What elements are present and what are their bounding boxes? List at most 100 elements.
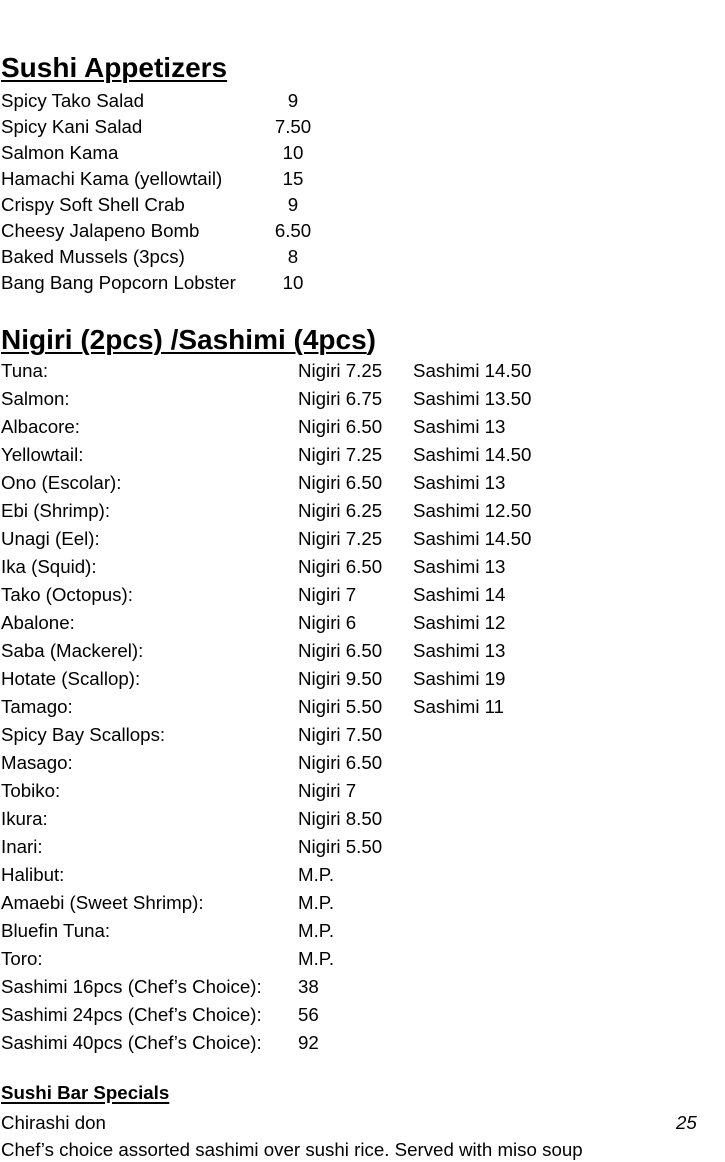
nigiri-price: Nigiri 8.50	[298, 808, 383, 829]
item-name: Ebi (Shrimp):	[1, 500, 111, 521]
sashimi-price: Sashimi 12.50	[413, 500, 532, 521]
nigiri-price: Nigiri 7	[298, 584, 357, 605]
nigiri-price: Nigiri 9.50	[298, 668, 383, 689]
nigiri-price: Nigiri 6.75	[298, 388, 383, 409]
menu-item-row: Spicy Tako Salad 9	[0, 88, 725, 114]
menu-item-row: Bang Bang Popcorn Lobster 10	[0, 270, 725, 296]
menu-item-row: Tuna: Nigiri 7.25 Sashimi 14.50	[0, 357, 725, 385]
nigiri-price: 38	[298, 976, 319, 997]
nigiri-price: Nigiri 6.50	[298, 640, 383, 661]
menu-item-row: Halibut: M.P.	[0, 861, 725, 889]
nigiri-price: 92	[298, 1032, 319, 1053]
item-name: Bluefin Tuna:	[1, 920, 111, 941]
sashimi-price: Sashimi 13	[413, 640, 506, 661]
item-name: Sashimi 16pcs (Chef’s Choice):	[1, 976, 262, 997]
item-name: Spicy Tako Salad	[1, 90, 145, 111]
item-name: Chirashi don	[1, 1112, 106, 1133]
menu-item-row: Amaebi (Sweet Shrimp): M.P.	[0, 889, 725, 917]
menu-item-row: Tamago: Nigiri 5.50 Sashimi 11	[0, 693, 725, 721]
sashimi-price: Sashimi 13.50	[413, 388, 532, 409]
nigiri-price: Nigiri 5.50	[298, 836, 383, 857]
nigiri-price: Nigiri 7.25	[298, 444, 383, 465]
nigiri-price: M.P.	[298, 864, 335, 885]
item-name: Saba (Mackerel):	[1, 640, 144, 661]
sashimi-price: Sashimi 12	[413, 612, 506, 633]
item-name: Tako (Octopus):	[1, 584, 133, 605]
menu-item-row: Sashimi 40pcs (Chef’s Choice): 92	[0, 1029, 725, 1057]
item-price: 8	[287, 246, 299, 267]
item-name: Amaebi (Sweet Shrimp):	[1, 892, 204, 913]
nigiri-price: M.P.	[298, 920, 335, 941]
menu-item-row: Ono (Escolar): Nigiri 6.50 Sashimi 13	[0, 469, 725, 497]
menu-item-row: Albacore: Nigiri 6.50 Sashimi 13	[0, 413, 725, 441]
item-name: Tuna:	[1, 360, 49, 381]
section-title-text: Nigiri (2pcs) /Sashimi (4pcs	[1, 324, 367, 355]
item-name: Tamago:	[1, 696, 73, 717]
item-name: Unagi (Eel):	[1, 528, 100, 549]
menu-item-row: Sashimi 24pcs (Chef’s Choice): 56	[0, 1001, 725, 1029]
item-name: Sashimi 40pcs (Chef’s Choice):	[1, 1032, 262, 1053]
sashimi-price: Sashimi 11	[413, 696, 505, 717]
nigiri-price: M.P.	[298, 892, 335, 913]
sashimi-price: Sashimi 14.50	[413, 360, 532, 381]
item-name: Toro:	[1, 948, 43, 969]
menu-item-row: Abalone: Nigiri 6 Sashimi 12	[0, 609, 725, 637]
menu-item-row: Sashimi 16pcs (Chef’s Choice): 38	[0, 973, 725, 1001]
menu-item-row: Inari: Nigiri 5.50	[0, 833, 725, 861]
menu-item-row: Cheesy Jalapeno Bomb 6.50	[0, 218, 725, 244]
item-price: 25	[676, 1112, 697, 1133]
item-name: Halibut:	[1, 864, 65, 885]
item-name: Spicy Bay Scallops:	[1, 724, 166, 745]
menu-item-row: Ika (Squid): Nigiri 6.50 Sashimi 13	[0, 553, 725, 581]
item-name: Baked Mussels (3pcs)	[1, 246, 185, 267]
menu-item-row: Baked Mussels (3pcs) 8	[0, 244, 725, 270]
item-name: Salmon Kama	[1, 142, 119, 163]
item-name: Tobiko:	[1, 780, 61, 801]
nigiri-price: Nigiri 6.50	[298, 416, 383, 437]
section-title-text: Sushi Appetizers	[1, 52, 228, 83]
item-name: Spicy Kani Salad	[1, 116, 143, 137]
section-title-sushi-bar-specials: Sushi Bar Specials	[1, 1080, 169, 1106]
menu-item-row: Tako (Octopus): Nigiri 7 Sashimi 14	[0, 581, 725, 609]
menu-item-row: Unagi (Eel): Nigiri 7.25 Sashimi 14.50	[0, 525, 725, 553]
menu-item-row: Masago: Nigiri 6.50	[0, 749, 725, 777]
menu-item-row: Ikura: Nigiri 8.50	[0, 805, 725, 833]
appetizers-list: Spicy Tako Salad 9 Spicy Kani Salad 7.50…	[0, 88, 725, 296]
menu-item-row: Toro: M.P.	[0, 945, 725, 973]
item-name: Abalone:	[1, 612, 75, 633]
nigiri-price: Nigiri 6.50	[298, 556, 383, 577]
sashimi-price: Sashimi 14.50	[413, 528, 532, 549]
item-name: Salmon:	[1, 388, 70, 409]
nigiri-price: Nigiri 7.25	[298, 528, 383, 549]
menu-item-row: Crispy Soft Shell Crab 9	[0, 192, 725, 218]
item-name: Sashimi 24pcs (Chef’s Choice):	[1, 1004, 262, 1025]
sashimi-price: Sashimi 19	[413, 668, 506, 689]
item-name: Ika (Squid):	[1, 556, 97, 577]
menu-item-row: Tobiko: Nigiri 7	[0, 777, 725, 805]
nigiri-price: Nigiri 6.50	[298, 472, 383, 493]
menu-item-row: Spicy Kani Salad 7.50	[0, 114, 725, 140]
menu-item-row: Hamachi Kama (yellowtail) 15	[0, 166, 725, 192]
menu-item-row: Spicy Bay Scallops: Nigiri 7.50	[0, 721, 725, 749]
nigiri-price: Nigiri 6.25	[298, 500, 383, 521]
nigiri-price: Nigiri 6	[298, 612, 357, 633]
menu-item-row: Saba (Mackerel): Nigiri 6.50 Sashimi 13	[0, 637, 725, 665]
item-price: 10	[282, 272, 304, 293]
item-name: Masago:	[1, 752, 73, 773]
sashimi-price: Sashimi 14	[413, 584, 506, 605]
item-name: Hotate (Scallop):	[1, 668, 141, 689]
nigiri-price: Nigiri 7.50	[298, 724, 383, 745]
item-price: 10	[282, 142, 304, 163]
nigiri-sashimi-list: Tuna: Nigiri 7.25 Sashimi 14.50 Salmon: …	[0, 357, 725, 1057]
item-price: 9	[287, 90, 299, 111]
item-name: Yellowtail:	[1, 444, 84, 465]
section-title-nigiri-sashimi: Nigiri (2pcs) /Sashimi (4pcs)	[1, 323, 376, 356]
item-price: 7.50	[274, 116, 312, 137]
menu-item-row: Salmon Kama 10	[0, 140, 725, 166]
item-name: Albacore:	[1, 416, 80, 437]
item-name: Crispy Soft Shell Crab	[1, 194, 185, 215]
menu-item-row: Hotate (Scallop): Nigiri 9.50 Sashimi 19	[0, 665, 725, 693]
sashimi-price: Sashimi 13	[413, 472, 506, 493]
item-name: Bang Bang Popcorn Lobster	[1, 272, 236, 293]
